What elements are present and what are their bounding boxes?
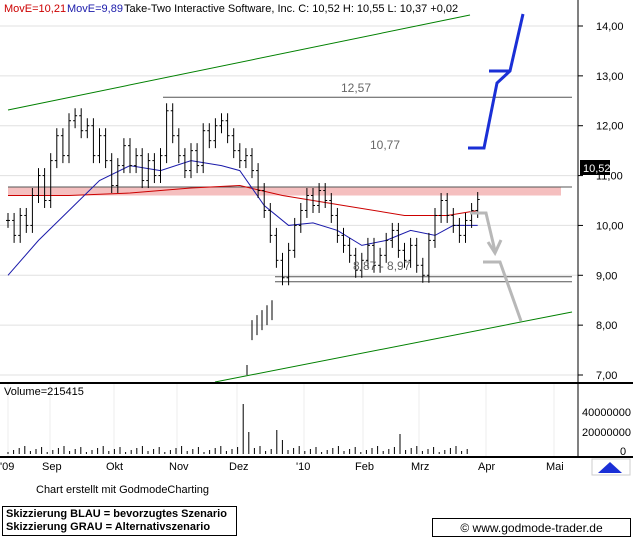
- volume-label: Volume=215415: [4, 386, 84, 398]
- x-tick-label: Feb: [355, 461, 374, 473]
- scenario-legend-blue: Skizzierung BLAU = bevorzugtes Szenario: [6, 508, 227, 520]
- x-tick-label: Mai: [546, 461, 564, 473]
- website-text: www.godmode-trader.de: [472, 521, 603, 535]
- x-tick-label: '09: [0, 461, 14, 473]
- y-tick-label: 7,00: [596, 370, 617, 382]
- chart-nav-icon[interactable]: [598, 462, 622, 473]
- volume-axis-label-20m: 20000000: [582, 427, 631, 439]
- website-link[interactable]: © www.godmode-trader.de: [432, 518, 631, 537]
- lower-trendline: [214, 311, 573, 383]
- chart-title: Take-Two Interactive Software, Inc. C: 1…: [124, 3, 458, 15]
- level-label-8-87-8-97: 8,87 - 8,97: [353, 259, 411, 273]
- x-tick-label: Sep: [42, 461, 62, 473]
- volume-axis-label-0: 0: [620, 446, 626, 458]
- upper-trendline: [7, 14, 471, 111]
- y-tick-label: 9,00: [596, 270, 617, 282]
- blue-scenario-path: [468, 13, 525, 150]
- x-tick-label: Okt: [106, 461, 123, 473]
- y-tick-label: 8,00: [596, 320, 617, 332]
- chart-credit: Chart erstellt mit GodmodeCharting: [36, 484, 210, 496]
- grey-scenario-path-2: [483, 260, 523, 322]
- volume-axis-label-40m: 40000000: [582, 407, 631, 419]
- last-price-label: 10,52: [583, 163, 611, 175]
- level-label-10-77: 10,77: [370, 138, 400, 152]
- ma-long-line: [8, 185, 478, 216]
- scenario-legend: Skizzierung BLAU = bevorzugtes Szenario …: [2, 506, 237, 536]
- y-tick-label: 10,00: [596, 220, 624, 232]
- y-tick-label: 12,00: [596, 121, 624, 133]
- y-tick-label: 13,00: [596, 71, 624, 83]
- x-tick-label: '10: [296, 461, 310, 473]
- x-tick-label: Nov: [169, 461, 189, 473]
- ma2-label: MovE=9,89: [67, 3, 123, 15]
- last-price-marker: [580, 160, 610, 175]
- ma1-label: MovE=10,21: [4, 3, 66, 15]
- scenario-legend-grey: Skizzierung GRAU = Alternativszenario: [6, 521, 211, 533]
- price-axis-panel: [578, 0, 633, 382]
- resistance-zone: [8, 187, 561, 196]
- x-tick-label: Dez: [229, 461, 249, 473]
- grey-scenario-path: [470, 211, 497, 252]
- x-tick-label: Mrz: [411, 461, 429, 473]
- y-tick-label: 14,00: [596, 21, 624, 33]
- copyright-icon: ©: [460, 521, 470, 535]
- level-label-12-57: 12,57: [341, 81, 371, 95]
- grey-scenario-arrowhead: [486, 239, 503, 257]
- x-tick-label: Apr: [478, 461, 495, 473]
